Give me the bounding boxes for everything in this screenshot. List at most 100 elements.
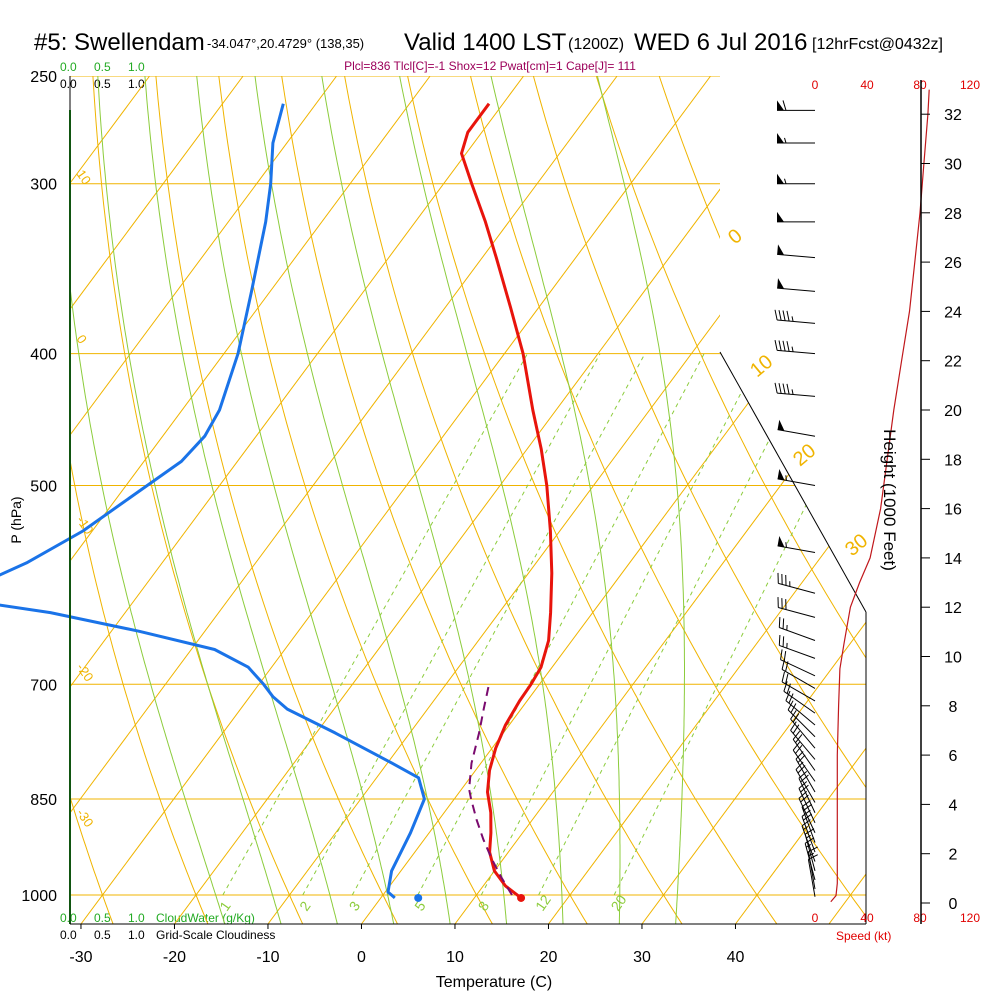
wind-barb (798, 770, 816, 813)
title-date: WED 6 Jul 2016 (634, 29, 807, 56)
cloudwater-tick: 0.0 (60, 911, 77, 925)
x-tick-label: -10 (256, 949, 279, 966)
dry-adiabat-label: 20 (789, 440, 820, 471)
isotherm-line (454, 76, 866, 924)
barb-flag (795, 751, 804, 760)
isotherm-label: 10 (74, 167, 95, 187)
mixing-ratio-line (480, 353, 762, 896)
speed-tick-bottom: 0 (812, 911, 819, 925)
wind-barb (777, 469, 816, 486)
barb-flag (800, 784, 809, 793)
barb-half-flag (803, 826, 808, 831)
moist-adiabat (394, 76, 564, 924)
barb-flag (792, 730, 801, 740)
wind-barb (801, 800, 816, 843)
dry-adiabat (588, 76, 866, 924)
surface-dewpoint-marker (414, 893, 423, 902)
height-tick-label: 18 (944, 452, 962, 469)
wind-barb (795, 751, 816, 793)
barb-staff (804, 834, 816, 872)
wind-barb (774, 382, 816, 397)
dry-adiabat-label: 30 (841, 530, 872, 561)
cloudiness-tick: 1.0 (128, 77, 145, 91)
barb-staff (777, 349, 816, 355)
speed-tick-top: 0 (812, 78, 819, 92)
barb-staff (777, 429, 816, 437)
barb-flag (782, 100, 787, 111)
barb-flag (778, 340, 782, 351)
dry-adiabat (153, 76, 401, 924)
wind-barb (777, 244, 816, 259)
dry-adiabat-label: 0 (724, 225, 747, 249)
mixing-ratio-line (222, 353, 528, 896)
mixing-ratio-line (417, 353, 705, 896)
wind-barb (778, 634, 816, 659)
barb-flag (786, 341, 790, 352)
barb-flag (792, 713, 800, 723)
height-tick-label: 0 (949, 896, 958, 913)
barb-flag (778, 310, 782, 321)
moist-adiabat (142, 76, 340, 924)
wind-barb (777, 211, 815, 223)
cloudiness-tick: 0.0 (60, 928, 77, 942)
title-forecast: [12hrFcst@0432z] (812, 36, 943, 53)
barb-staff (798, 778, 816, 813)
wind-barb (807, 854, 818, 897)
isotherm-line (70, 76, 431, 924)
dry-adiabat (526, 76, 866, 924)
barb-staff (787, 709, 816, 738)
barb-flag (797, 754, 806, 763)
wind-barb (781, 671, 816, 702)
mixing-ratio-line (351, 353, 646, 896)
surface-temperature-marker (517, 893, 526, 902)
barb-flag (790, 721, 797, 731)
title-valid: Valid 1400 LST (404, 29, 567, 56)
wind-barb (781, 659, 816, 689)
pressure-tick-label: 300 (30, 177, 57, 194)
barb-half-flag (785, 475, 787, 481)
moist-adiabat (485, 76, 621, 924)
isotherm-line (70, 76, 338, 924)
dry-adiabat (339, 76, 686, 924)
pressure-tick-label: 500 (30, 479, 57, 496)
barb-flag (800, 794, 809, 803)
barb-pennant (777, 132, 784, 143)
moist-adiabat (590, 76, 685, 924)
barb-staff (777, 319, 816, 324)
barb-flag (782, 340, 786, 352)
x-axis-title: Temperature (C) (436, 974, 552, 991)
barb-flag (795, 761, 804, 770)
height-axis-title: Height (1000 Feet) (880, 429, 899, 571)
clipped-grid (70, 52, 1000, 930)
wind-barb (777, 132, 815, 144)
height-tick-label: 26 (944, 255, 962, 272)
barb-half-flag (791, 389, 794, 395)
dry-adiabat (962, 52, 1000, 930)
wind-barb (792, 741, 816, 782)
barb-flag (782, 636, 785, 647)
moist-adiabat (317, 76, 508, 924)
barb-staff (779, 644, 816, 659)
barb-flag (795, 734, 803, 743)
cloudiness-tick: 0.0 (60, 77, 77, 91)
barb-flag (774, 382, 778, 394)
barb-flag (785, 673, 789, 685)
wind-barb (777, 597, 816, 618)
barb-flag (798, 770, 808, 779)
barb-flag (798, 781, 808, 789)
barb-staff (801, 806, 816, 843)
x-tick-label: 10 (446, 949, 464, 966)
speed-axis-title: Speed (kt) (836, 929, 891, 943)
barb-staff (777, 545, 816, 553)
barb-flag (792, 724, 800, 734)
barb-flag (786, 683, 791, 694)
barb-flag (790, 703, 797, 713)
title-coords: -34.047°,20.4729° (138,35) (207, 36, 364, 51)
height-tick-label: 30 (944, 157, 962, 174)
x-tick-label: 0 (357, 949, 366, 966)
cloud-scale-bottom: 0.0 0.5 1.0 CloudWater (g/Kg) 0.0 0.5 1.… (60, 911, 275, 942)
barb-flag (804, 828, 815, 835)
barb-pennant (777, 244, 785, 255)
wind-barb (807, 846, 818, 890)
